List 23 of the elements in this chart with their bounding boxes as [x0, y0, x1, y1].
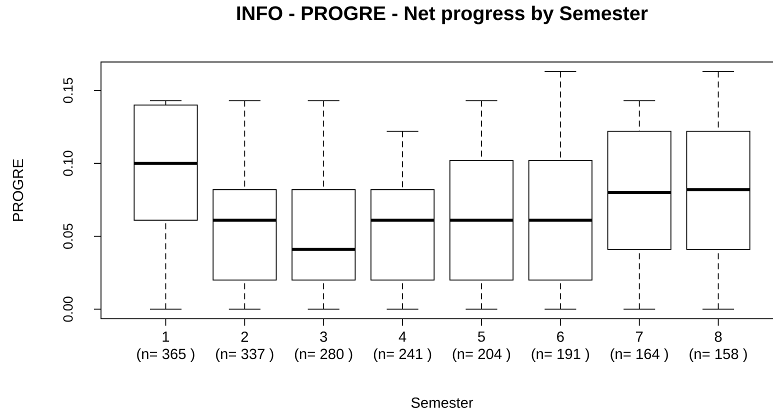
- x-tick-label: 7: [636, 332, 643, 342]
- text: (n= 241 ): [374, 348, 432, 362]
- x-tick-label: 1: [162, 332, 170, 342]
- text: (n= 191 ): [532, 348, 589, 362]
- text: (n= 280 ): [294, 348, 352, 362]
- x-tick-label: 8: [714, 332, 722, 342]
- x-tick-label: 4: [398, 332, 406, 342]
- chart-title: INFO - PROGRE - Net progress by Semester: [237, 6, 648, 24]
- text: (n= 337 ): [216, 348, 274, 362]
- text: (n= 204 ): [452, 348, 510, 362]
- x-tick-label: 2: [241, 332, 248, 342]
- y-axis-title: PROGRE: [12, 159, 24, 221]
- text: (n= 365 ): [137, 348, 194, 362]
- y-tick-label: 0.10: [63, 150, 73, 176]
- text: (n= 158 ): [690, 348, 747, 362]
- x-tick-label: 5: [478, 332, 485, 342]
- y-tick-label: 0.15: [63, 78, 73, 103]
- text: (n= 164 ): [610, 348, 668, 362]
- x-axis-title: Semester: [411, 398, 474, 408]
- x-tick-label: 3: [320, 332, 328, 342]
- y-tick-label: 0.05: [63, 224, 73, 249]
- x-tick-label: 6: [557, 332, 564, 342]
- y-tick-label: 0.00: [63, 296, 73, 322]
